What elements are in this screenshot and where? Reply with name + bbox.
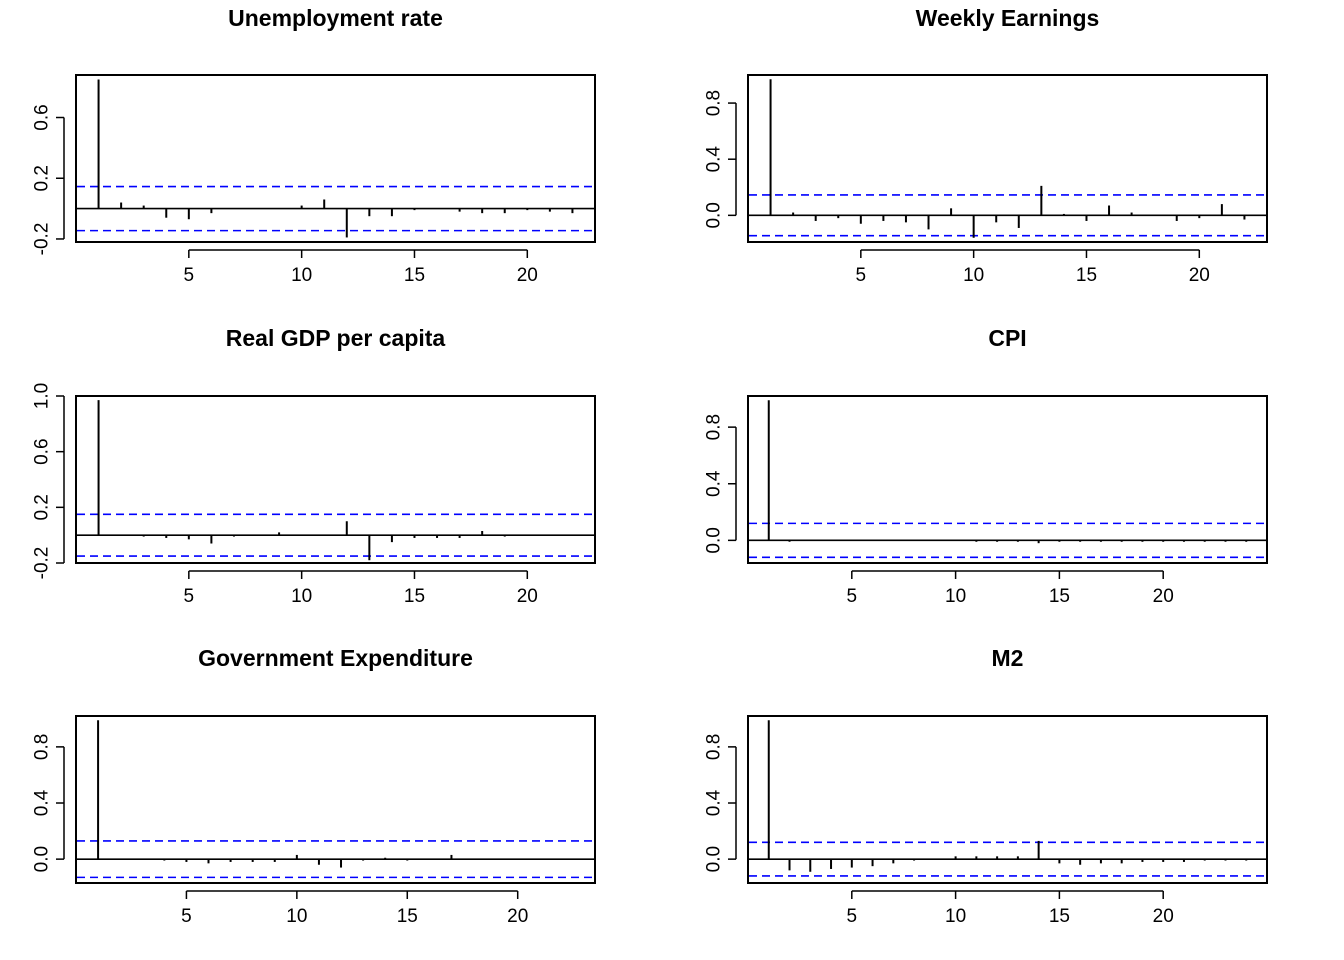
x-tick-label: 20: [507, 906, 528, 927]
panel-title: Government Expenditure: [198, 645, 473, 671]
x-tick-label: 15: [404, 586, 425, 607]
x-tick-label: 20: [517, 586, 538, 607]
x-tick-label: 20: [1189, 265, 1210, 286]
y-tick-label: 0.0: [704, 846, 725, 872]
x-tick-label: 15: [1076, 265, 1097, 286]
plot-frame: [75, 74, 596, 243]
x-tick-label: 10: [945, 586, 966, 607]
acf-panel: Real GDP per capita 5 10 15 20 -0.2 0.2 0.6 1.0: [32, 325, 596, 607]
x-tick-label: 20: [517, 265, 538, 286]
acf-panel: Weekly Earnings 5 10 15 20 0.0 0.4 0.8: [704, 5, 1268, 286]
y-tick-label: 0.2: [32, 494, 53, 520]
y-tick-label: 0.0: [704, 202, 725, 228]
y-tick-label: 0.2: [32, 165, 53, 191]
y-tick-label: 0.8: [704, 414, 725, 440]
x-tick-label: 15: [397, 906, 418, 927]
y-tick-label: 0.4: [704, 146, 725, 173]
plot-frame: [747, 715, 1268, 884]
plot-frame: [75, 395, 596, 564]
y-tick-label: 0.0: [32, 846, 53, 872]
x-tick-label: 5: [856, 265, 867, 286]
x-tick-label: 20: [1153, 906, 1174, 927]
acf-panel: Government Expenditure 5 10 15 20 0.0 0.4 0.8: [32, 645, 596, 927]
plot-frame: [75, 715, 596, 884]
x-tick-label: 5: [181, 906, 192, 927]
y-tick-label: 0.6: [32, 104, 53, 130]
x-tick-label: 5: [184, 265, 195, 286]
plot-frame: [747, 74, 1268, 243]
panel-title: Unemployment rate: [228, 5, 443, 31]
y-tick-label: 0.0: [704, 527, 725, 553]
x-tick-label: 10: [286, 906, 307, 927]
panel-title: CPI: [988, 325, 1026, 351]
x-tick-label: 5: [184, 586, 195, 607]
x-tick-label: 5: [847, 906, 858, 927]
x-tick-label: 10: [945, 906, 966, 927]
acf-panel: CPI 5 10 15 20 0.0 0.4 0.8: [704, 325, 1268, 607]
x-tick-label: 15: [1049, 586, 1070, 607]
y-tick-label: 0.8: [32, 734, 53, 760]
y-tick-label: 0.8: [704, 90, 725, 116]
y-tick-label: 0.4: [704, 789, 725, 816]
x-tick-label: 10: [963, 265, 984, 286]
x-tick-label: 5: [847, 586, 858, 607]
plot-frame: [747, 395, 1268, 564]
y-tick-label: 0.8: [704, 734, 725, 760]
acf-panel: Unemployment rate 5 10 15 20 -0.2 0.2 0.6: [32, 5, 596, 286]
panel-title: Weekly Earnings: [916, 5, 1100, 31]
y-tick-label: 0.6: [32, 438, 53, 464]
y-tick-label: 1.0: [32, 383, 53, 409]
x-tick-label: 10: [291, 586, 312, 607]
y-tick-label: 0.4: [704, 470, 725, 497]
acf-panel: M2 5 10 15 20 0.0 0.4 0.8: [704, 645, 1268, 927]
y-tick-label: -0.2: [32, 223, 53, 256]
y-tick-label: -0.2: [32, 547, 53, 580]
x-tick-label: 15: [404, 265, 425, 286]
x-tick-label: 15: [1049, 906, 1070, 927]
x-tick-label: 10: [291, 265, 312, 286]
x-tick-label: 20: [1153, 586, 1174, 607]
y-tick-label: 0.4: [32, 789, 53, 816]
panel-title: M2: [992, 645, 1024, 671]
panel-title: Real GDP per capita: [226, 325, 446, 351]
